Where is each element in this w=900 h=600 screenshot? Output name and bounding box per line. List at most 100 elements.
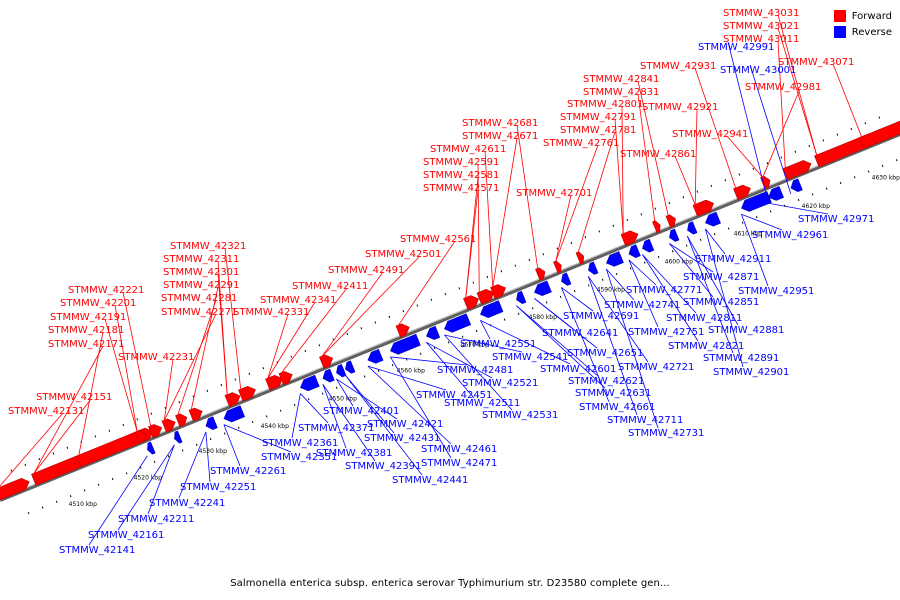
- forward-gene-label[interactable]: STMMW_42561: [400, 234, 476, 245]
- reverse-gene-label[interactable]: STMMW_42871: [683, 272, 759, 283]
- forward-gene-label[interactable]: STMMW_42181: [48, 325, 124, 336]
- reverse-gene-label[interactable]: STMMW_42141: [59, 545, 135, 556]
- forward-gene-label[interactable]: STMMW_42581: [423, 170, 499, 181]
- reverse-gene-label[interactable]: STMMW_42441: [392, 475, 468, 486]
- reverse-gene-arrow[interactable]: [559, 272, 572, 287]
- forward-gene-arrow[interactable]: [148, 422, 164, 439]
- forward-gene-label[interactable]: STMMW_42331: [233, 307, 309, 318]
- forward-gene-label[interactable]: STMMW_42201: [60, 298, 136, 309]
- forward-gene-arrow[interactable]: [278, 369, 295, 386]
- reverse-gene-label[interactable]: STMMW_42711: [607, 415, 683, 426]
- reverse-gene-label[interactable]: STMMW_42161: [88, 530, 164, 541]
- forward-gene-label[interactable]: STMMW_42321: [170, 241, 246, 252]
- reverse-gene-label[interactable]: STMMW_42631: [575, 388, 651, 399]
- reverse-gene-arrow[interactable]: [604, 251, 624, 269]
- reverse-gene-label[interactable]: STMMW_42911: [695, 254, 771, 265]
- reverse-gene-label[interactable]: STMMW_42741: [604, 300, 680, 311]
- forward-gene-label[interactable]: STMMW_42611: [430, 144, 506, 155]
- reverse-gene-arrow[interactable]: [789, 178, 803, 194]
- forward-gene-arrow[interactable]: [161, 417, 178, 433]
- reverse-gene-label[interactable]: STMMW_42991: [698, 42, 774, 53]
- reverse-gene-label[interactable]: STMMW_42721: [618, 362, 694, 373]
- forward-gene-arrow[interactable]: [692, 198, 716, 217]
- forward-gene-arrow[interactable]: [0, 476, 31, 501]
- forward-gene-label[interactable]: STMMW_42281: [161, 293, 237, 304]
- reverse-gene-label[interactable]: STMMW_42811: [666, 313, 742, 324]
- reverse-gene-arrow[interactable]: [514, 290, 527, 305]
- forward-gene-label[interactable]: STMMW_43021: [723, 21, 799, 32]
- reverse-gene-label[interactable]: STMMW_42521: [462, 378, 538, 389]
- reverse-gene-label[interactable]: STMMW_43001: [720, 65, 796, 76]
- forward-gene-label[interactable]: STMMW_42921: [642, 102, 718, 113]
- forward-gene-label[interactable]: STMMW_42491: [328, 265, 404, 276]
- forward-gene-label[interactable]: STMMW_42941: [672, 129, 748, 140]
- forward-gene-label[interactable]: STMMW_42301: [163, 267, 239, 278]
- forward-gene-label[interactable]: STMMW_43031: [723, 8, 799, 19]
- reverse-gene-label[interactable]: STMMW_42881: [708, 325, 784, 336]
- forward-gene-label[interactable]: STMMW_42341: [260, 295, 336, 306]
- forward-gene-arrow[interactable]: [859, 119, 900, 149]
- reverse-gene-arrow[interactable]: [442, 313, 472, 335]
- reverse-gene-arrow[interactable]: [667, 228, 680, 243]
- forward-gene-label[interactable]: STMMW_42701: [516, 188, 592, 199]
- forward-gene-label[interactable]: STMMW_42131: [8, 406, 84, 417]
- reverse-gene-label[interactable]: STMMW_42771: [626, 285, 702, 296]
- forward-gene-arrow[interactable]: [476, 287, 496, 305]
- forward-gene-label[interactable]: STMMW_42231: [118, 352, 194, 363]
- forward-gene-label[interactable]: STMMW_42931: [640, 61, 716, 72]
- reverse-gene-arrow[interactable]: [366, 348, 384, 365]
- reverse-gene-label[interactable]: STMMW_42951: [738, 286, 814, 297]
- reverse-gene-arrow[interactable]: [343, 360, 356, 375]
- reverse-gene-label[interactable]: STMMW_42601: [540, 364, 616, 375]
- reverse-gene-arrow[interactable]: [739, 191, 772, 213]
- forward-gene-label[interactable]: STMMW_42841: [583, 74, 659, 85]
- reverse-gene-label[interactable]: STMMW_42731: [628, 428, 704, 439]
- reverse-gene-label[interactable]: STMMW_42971: [798, 214, 874, 225]
- forward-gene-label[interactable]: STMMW_42761: [543, 138, 619, 149]
- reverse-gene-label[interactable]: STMMW_42851: [683, 297, 759, 308]
- forward-gene-label[interactable]: STMMW_42591: [423, 157, 499, 168]
- forward-gene-arrow[interactable]: [665, 213, 678, 228]
- reverse-gene-label[interactable]: STMMW_42471: [421, 458, 497, 469]
- reverse-gene-label[interactable]: STMMW_42821: [668, 341, 744, 352]
- reverse-gene-label[interactable]: STMMW_42661: [579, 402, 655, 413]
- forward-gene-label[interactable]: STMMW_42311: [163, 254, 239, 265]
- forward-gene-label[interactable]: STMMW_42171: [48, 339, 124, 350]
- forward-gene-label[interactable]: STMMW_42571: [423, 183, 499, 194]
- reverse-gene-label[interactable]: STMMW_42361: [262, 438, 338, 449]
- reverse-gene-arrow[interactable]: [388, 333, 421, 356]
- reverse-gene-label[interactable]: STMMW_42431: [364, 433, 440, 444]
- reverse-gene-label[interactable]: STMMW_42381: [316, 448, 392, 459]
- reverse-gene-label[interactable]: STMMW_42751: [628, 327, 704, 338]
- forward-gene-arrow[interactable]: [620, 229, 640, 246]
- reverse-gene-arrow[interactable]: [478, 300, 504, 320]
- reverse-gene-arrow[interactable]: [334, 364, 347, 378]
- reverse-gene-label[interactable]: STMMW_42891: [703, 353, 779, 364]
- reverse-gene-arrow[interactable]: [627, 244, 641, 260]
- reverse-gene-label[interactable]: STMMW_42901: [713, 367, 789, 378]
- reverse-gene-label[interactable]: STMMW_42391: [345, 461, 421, 472]
- forward-gene-label[interactable]: STMMW_42781: [560, 125, 636, 136]
- reverse-gene-label[interactable]: STMMW_42541: [492, 352, 568, 363]
- reverse-gene-label[interactable]: STMMW_42251: [180, 482, 256, 493]
- reverse-gene-label[interactable]: STMMW_42961: [752, 230, 828, 241]
- reverse-gene-arrow[interactable]: [172, 430, 183, 444]
- reverse-gene-arrow[interactable]: [424, 325, 441, 342]
- reverse-gene-label[interactable]: STMMW_42421: [367, 419, 443, 430]
- reverse-gene-arrow[interactable]: [586, 261, 599, 276]
- forward-gene-label[interactable]: STMMW_42801: [567, 99, 643, 110]
- forward-gene-label[interactable]: STMMW_42291: [163, 280, 239, 291]
- reverse-gene-label[interactable]: STMMW_42531: [482, 410, 558, 421]
- reverse-gene-label[interactable]: STMMW_42621: [568, 376, 644, 387]
- reverse-gene-label[interactable]: STMMW_42401: [323, 406, 399, 417]
- reverse-gene-arrow[interactable]: [321, 368, 335, 384]
- forward-gene-label[interactable]: STMMW_42831: [583, 87, 659, 98]
- reverse-gene-label[interactable]: STMMW_42241: [149, 498, 225, 509]
- reverse-gene-label[interactable]: STMMW_42261: [210, 466, 286, 477]
- forward-gene-arrow[interactable]: [238, 384, 257, 402]
- forward-gene-arrow[interactable]: [319, 353, 335, 369]
- forward-gene-arrow[interactable]: [134, 428, 149, 444]
- reverse-gene-label[interactable]: STMMW_42461: [421, 444, 497, 455]
- reverse-gene-label[interactable]: STMMW_42371: [298, 423, 374, 434]
- forward-gene-label[interactable]: STMMW_42411: [292, 281, 368, 292]
